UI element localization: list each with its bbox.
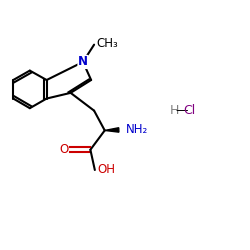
- Text: O: O: [59, 143, 68, 156]
- Text: CH₃: CH₃: [96, 37, 118, 50]
- Text: H: H: [170, 104, 179, 117]
- Text: —: —: [176, 104, 188, 117]
- Text: N: N: [78, 56, 88, 68]
- Text: NH₂: NH₂: [126, 124, 148, 136]
- Text: Cl: Cl: [183, 104, 196, 117]
- Text: OH: OH: [97, 164, 115, 176]
- Polygon shape: [105, 128, 119, 132]
